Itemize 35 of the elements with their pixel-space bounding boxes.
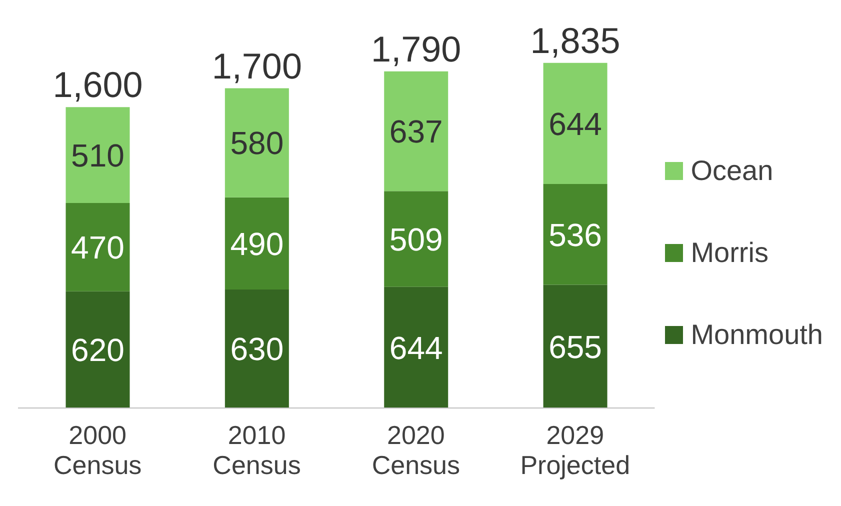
x-tick-label: 2020 Census <box>372 420 460 480</box>
data-label: 655 <box>548 328 602 365</box>
bar <box>543 62 608 184</box>
data-label: 470 <box>71 230 124 266</box>
total-label: 1,790 <box>371 28 462 70</box>
total-label: 1,835 <box>530 20 620 61</box>
x-tick-label: 2000 Census <box>54 420 142 480</box>
legend-label: Ocean <box>690 155 774 187</box>
data-label: 490 <box>230 226 284 262</box>
x-tick-label: 2010 Census <box>212 420 301 480</box>
bar <box>384 191 448 287</box>
bar <box>66 202 130 292</box>
total-label: 1,600 <box>52 64 143 106</box>
data-label: 644 <box>548 106 602 142</box>
data-label: 509 <box>389 221 443 258</box>
legend-label: Morris <box>690 237 768 269</box>
data-label: 536 <box>548 216 602 253</box>
legend-label: Monmouth <box>690 319 823 351</box>
data-label: 637 <box>389 114 443 150</box>
bar <box>384 71 448 192</box>
data-label: 510 <box>71 137 124 174</box>
bar <box>224 290 289 408</box>
x-tick-label: 2029 Projected <box>520 420 630 480</box>
data-label: 630 <box>230 331 284 368</box>
bar <box>224 88 289 198</box>
data-label: 644 <box>389 330 443 366</box>
total-label: 1,700 <box>212 45 302 86</box>
bar <box>224 197 289 290</box>
data-label: 580 <box>230 125 284 162</box>
bar <box>543 284 608 408</box>
bar <box>66 107 130 203</box>
bar <box>543 184 608 285</box>
data-label: 620 <box>71 332 124 368</box>
bar <box>66 291 130 408</box>
bar <box>384 286 448 408</box>
